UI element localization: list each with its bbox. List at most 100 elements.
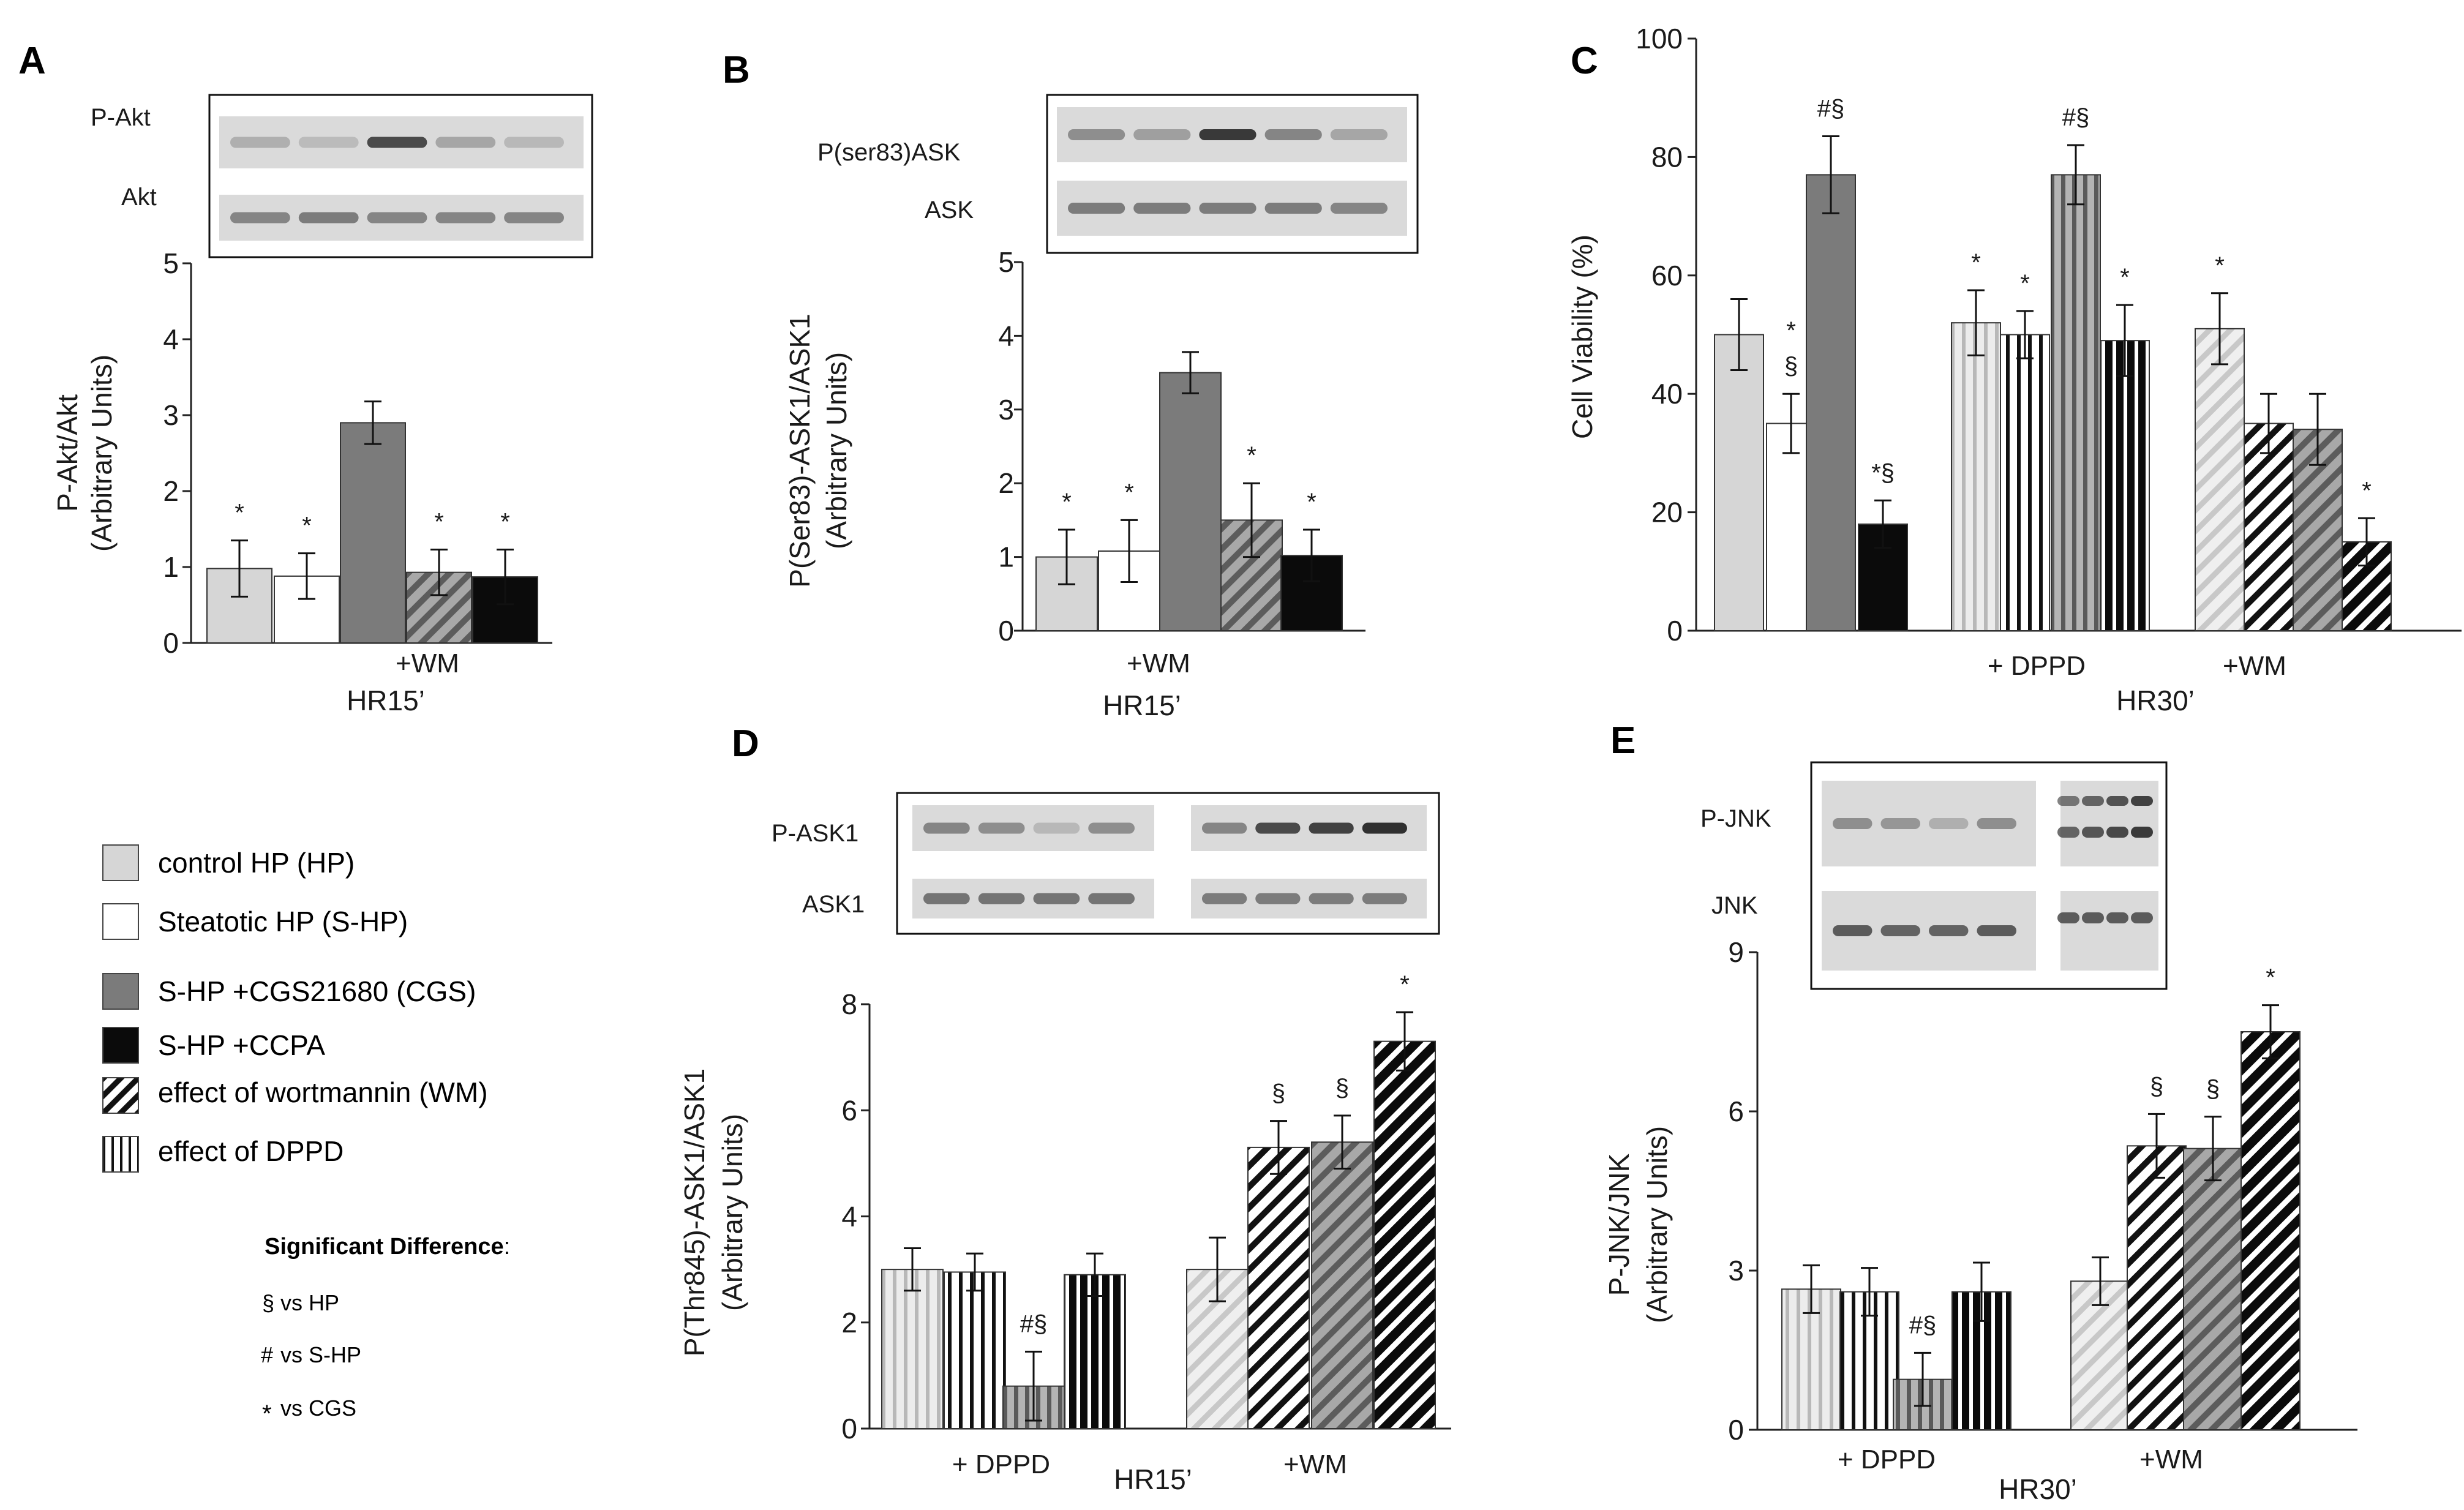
blot-band (367, 137, 427, 148)
blot-band (1255, 893, 1301, 904)
blot-band (1255, 822, 1301, 834)
blot-label: P-Akt (91, 104, 151, 131)
y-tick-label-d: 4 (841, 1201, 857, 1233)
significance-mark-c: * (2215, 252, 2225, 279)
significance-mark-c: * (2362, 477, 2372, 504)
significance-mark-e: * (2266, 964, 2275, 991)
y-tick-label-e: 9 (1728, 936, 1744, 968)
sublabel-e: HR30’ (1999, 1473, 2077, 1505)
blot-panel-b: P(ser83)ASK ASK (817, 94, 1419, 254)
panel-letter-d: D (732, 723, 759, 765)
significance-mark-d: * (1400, 971, 1410, 998)
bar-c (2195, 328, 2245, 632)
blot-band (2131, 796, 2153, 806)
blot-band (1880, 925, 1920, 936)
blot-band (978, 822, 1025, 834)
group-label-e: +WM (2139, 1444, 2203, 1474)
bar-d (944, 1271, 1006, 1430)
blot-label: Akt (121, 184, 157, 211)
chart-panel-a: 0 1 2 3 4 5 P-Akt/Akt (Arbitrary Units) * * * * +WM H… (51, 247, 552, 716)
y-tick-label-b: 5 (998, 246, 1014, 278)
significance-mark-e: #§ (1909, 1312, 1937, 1339)
blot-band (1088, 893, 1135, 904)
y-axis-label-a: P-Akt/Akt (51, 394, 83, 512)
blot-band (504, 212, 564, 223)
note-symbol-cgs: * (262, 1400, 272, 1427)
y-tick-label-c: 100 (1636, 23, 1683, 54)
blot-band (2057, 827, 2079, 838)
blot-band (1202, 893, 1247, 904)
significance-mark-b: * (1124, 479, 1134, 506)
significance-mark-a: * (235, 500, 244, 527)
y-axis-label-b: P(Ser83)-ASK1/ASK1 (784, 314, 816, 587)
blot-band (2082, 827, 2104, 838)
significance-mark-c: § (1784, 353, 1798, 380)
bar-d (1064, 1274, 1126, 1430)
y-axis-label-d: (Arbitrary Units) (716, 1114, 748, 1311)
legend-label-shp: Steatotic HP (S-HP) (158, 906, 408, 937)
panel-letter-c: C (1571, 40, 1598, 82)
blot-band (2106, 796, 2128, 806)
panel-letter-a: A (18, 40, 46, 82)
y-tick-label-c: 0 (1667, 615, 1683, 647)
blot-band (1033, 822, 1080, 834)
significance-mark-e: § (2206, 1076, 2220, 1103)
group-label-a: +WM (396, 648, 459, 678)
significance-mark-c: * (1786, 317, 1796, 344)
blot-band (230, 212, 290, 223)
y-tick-label-c: 20 (1651, 497, 1683, 528)
y-tick-label-d: 6 (841, 1094, 857, 1126)
bar-e (2183, 1148, 2243, 1430)
bar-a (340, 422, 406, 644)
blot-band (298, 137, 359, 148)
blot-band (2131, 827, 2153, 838)
bar-d (1186, 1269, 1249, 1429)
group-label-b: +WM (1127, 648, 1190, 678)
bar-c (1951, 322, 2001, 631)
y-tick-label-a: 4 (163, 323, 179, 355)
significance-mark-c: #§ (1817, 96, 1845, 122)
bar-e (2127, 1145, 2187, 1431)
bar-d (881, 1269, 944, 1429)
significance-mark-b: * (1062, 489, 1072, 516)
blot-band (1133, 203, 1191, 214)
bar-d (1247, 1146, 1310, 1429)
significance-mark-c: * (2020, 270, 2030, 297)
blot-band (1362, 893, 1407, 904)
significance-mark-b: * (1247, 442, 1256, 469)
note-text-hp: vs HP (280, 1290, 339, 1315)
blot-band (1362, 822, 1407, 834)
y-tick-label-c: 40 (1651, 378, 1683, 410)
significance-mark-d: § (1335, 1075, 1349, 1102)
chart-panel-d: 0 2 4 6 8 P(Thr845)-ASK1/ASK1 (Arbitrary Units… (678, 971, 1451, 1495)
y-axis-label-e: P-JNK/JNK (1603, 1153, 1635, 1296)
note-symbol-hp: § (262, 1290, 274, 1315)
blot-band (435, 212, 496, 223)
blot-band (435, 137, 496, 148)
blot-panel-a: P-Akt Akt (91, 94, 593, 258)
blot-band (1929, 925, 1969, 936)
y-tick-label-c: 60 (1651, 260, 1683, 291)
y-axis-label-b: (Arbitrary Units) (821, 352, 852, 549)
significance-mark-c: *§ (1871, 459, 1895, 486)
blot-strip (1822, 781, 2036, 866)
blot-band (1033, 893, 1080, 904)
group-label-c: + DPPD (1988, 651, 2086, 681)
blot-band (2082, 796, 2104, 806)
y-tick-label-e: 0 (1728, 1414, 1744, 1446)
y-tick-label-d: 2 (841, 1307, 857, 1339)
blot-panel-d: P-ASK1 ASK1 (772, 792, 1440, 935)
bar-c (2244, 423, 2294, 631)
legend-swatch-hp (102, 844, 139, 881)
blot-band (1833, 818, 1872, 829)
y-tick-label-c: 80 (1651, 141, 1683, 173)
bar-d (1311, 1141, 1373, 1429)
bar-c (2051, 174, 2101, 632)
blot-band (1309, 893, 1354, 904)
y-tick-label-a: 3 (163, 399, 179, 431)
y-tick-label-b: 1 (998, 541, 1014, 573)
significance-title: Significant Difference: (265, 1234, 510, 1260)
y-tick-label-b: 0 (998, 615, 1014, 647)
panel-letter-b: B (723, 49, 750, 91)
y-tick-label-b: 4 (998, 320, 1014, 351)
